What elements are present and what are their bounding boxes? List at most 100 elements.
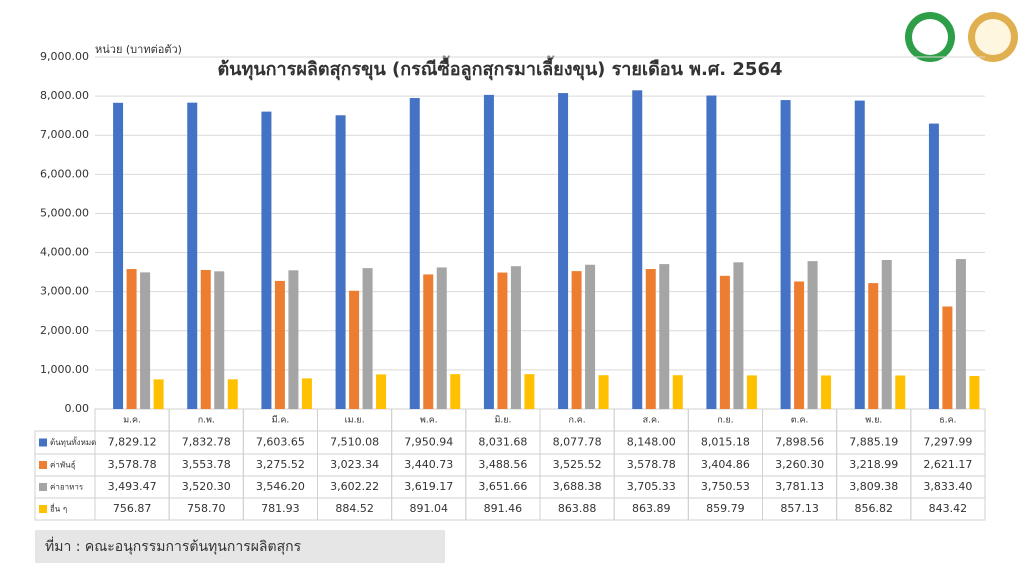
bar	[780, 100, 791, 409]
bar	[854, 100, 865, 410]
data-label: 3,260.30	[775, 458, 824, 471]
data-label: 3,525.52	[553, 458, 602, 471]
y-tick-label: 8,000.00	[40, 89, 89, 102]
bar	[187, 102, 198, 409]
bar	[733, 262, 744, 409]
bar	[807, 261, 818, 409]
bar	[794, 281, 805, 409]
legend-label: ต้นทุนทั้งหมด	[50, 436, 96, 447]
data-label: 756.87	[113, 502, 152, 515]
data-label: 7,510.08	[330, 436, 379, 449]
data-label: 3,553.78	[182, 458, 231, 471]
data-label: 3,602.22	[330, 480, 379, 493]
bar	[153, 379, 164, 409]
bar	[524, 374, 535, 409]
data-label: 8,148.00	[627, 436, 676, 449]
legend-label: ค่าพันธุ์	[50, 460, 76, 470]
chart-title: ต้นทุนการผลิตสุกรขุน (กรณีซื้อลูกสุกรมาเ…	[217, 55, 782, 81]
data-label: 3,493.47	[108, 480, 157, 493]
bar	[706, 95, 717, 410]
data-label: 2,621.17	[923, 458, 972, 471]
bar	[719, 275, 730, 409]
data-label: 857.13	[780, 502, 819, 515]
x-tick-label: ธ.ค.	[939, 416, 956, 426]
bar	[140, 272, 151, 409]
y-tick-label: 6,000.00	[40, 167, 89, 180]
x-tick-label: พ.ย.	[865, 416, 882, 426]
bar	[598, 375, 609, 409]
data-label: 3,546.20	[256, 480, 305, 493]
data-label: 7,832.78	[182, 436, 231, 449]
bar	[113, 102, 124, 409]
data-label: 8,015.18	[701, 436, 750, 449]
source-box	[35, 530, 445, 563]
bar	[632, 90, 643, 410]
data-label: 884.52	[335, 502, 374, 515]
data-label: 3,809.38	[849, 480, 898, 493]
bar	[821, 375, 832, 409]
data-label: 3,578.78	[108, 458, 157, 471]
bar	[558, 93, 569, 410]
data-label: 7,829.12	[108, 436, 157, 449]
data-label: 3,705.33	[627, 480, 676, 493]
bar	[571, 271, 582, 409]
x-tick-label: ก.ค.	[568, 416, 585, 426]
y-tick-label: 0.00	[65, 402, 90, 415]
bar	[227, 379, 238, 409]
bar	[261, 111, 272, 410]
data-label: 891.46	[484, 502, 523, 515]
bar	[746, 375, 757, 409]
data-label: 8,077.78	[553, 436, 602, 449]
legend-label: ค่าอาหาร	[50, 483, 84, 492]
data-label: 758.70	[187, 502, 226, 515]
bar	[969, 376, 980, 409]
x-tick-label: มิ.ย.	[494, 415, 511, 426]
data-label: 7,950.94	[404, 436, 453, 449]
data-label: 781.93	[261, 502, 300, 515]
data-label: 7,297.99	[923, 436, 972, 449]
data-label: 7,885.19	[849, 436, 898, 449]
bar	[214, 271, 225, 409]
data-label: 3,440.73	[404, 458, 453, 471]
legend-swatch	[39, 438, 47, 447]
bar	[436, 267, 447, 409]
data-label: 859.79	[706, 502, 745, 515]
data-label: 3,218.99	[849, 458, 898, 471]
bar	[672, 375, 683, 409]
x-tick-label: เม.ย.	[345, 416, 365, 426]
legend-label: อื่น ๆ	[50, 503, 67, 514]
x-tick-label: ก.พ.	[198, 416, 215, 426]
data-label: 3,750.53	[701, 480, 750, 493]
legend-swatch	[39, 483, 47, 491]
data-label: 3,651.66	[478, 480, 527, 493]
bar	[200, 270, 211, 409]
bar	[942, 306, 953, 409]
data-label: 3,833.40	[923, 480, 972, 493]
y-tick-label: 5,000.00	[40, 206, 89, 219]
y-axis-label: หน่วย (บาทต่อตัว)	[95, 43, 182, 56]
bar	[868, 283, 879, 409]
x-tick-label: ต.ค.	[791, 416, 809, 426]
source: ที่มา : คณะอนุกรรมการต้นทุนการผลิตสุกร	[45, 537, 302, 555]
bar	[409, 98, 420, 409]
x-tick-label: ส.ค.	[643, 416, 660, 426]
bar	[881, 260, 892, 409]
data-label: 3,404.86	[701, 458, 750, 471]
bar	[659, 264, 670, 409]
bar	[450, 374, 461, 409]
x-tick-label: ก.ย.	[717, 416, 733, 426]
y-tick-label: 4,000.00	[40, 246, 89, 259]
data-label: 856.82	[855, 502, 894, 515]
data-label: 7,603.65	[256, 436, 305, 449]
data-label: 891.04	[410, 502, 449, 515]
legend-swatch	[39, 461, 47, 469]
bar	[362, 268, 373, 409]
data-label: 863.89	[632, 502, 671, 515]
logo	[912, 19, 948, 55]
bar	[335, 115, 346, 409]
y-tick-label: 9,000.00	[40, 50, 89, 63]
bar	[349, 290, 360, 409]
bar	[483, 94, 494, 409]
bar	[423, 274, 434, 409]
data-label: 3,688.38	[553, 480, 602, 493]
